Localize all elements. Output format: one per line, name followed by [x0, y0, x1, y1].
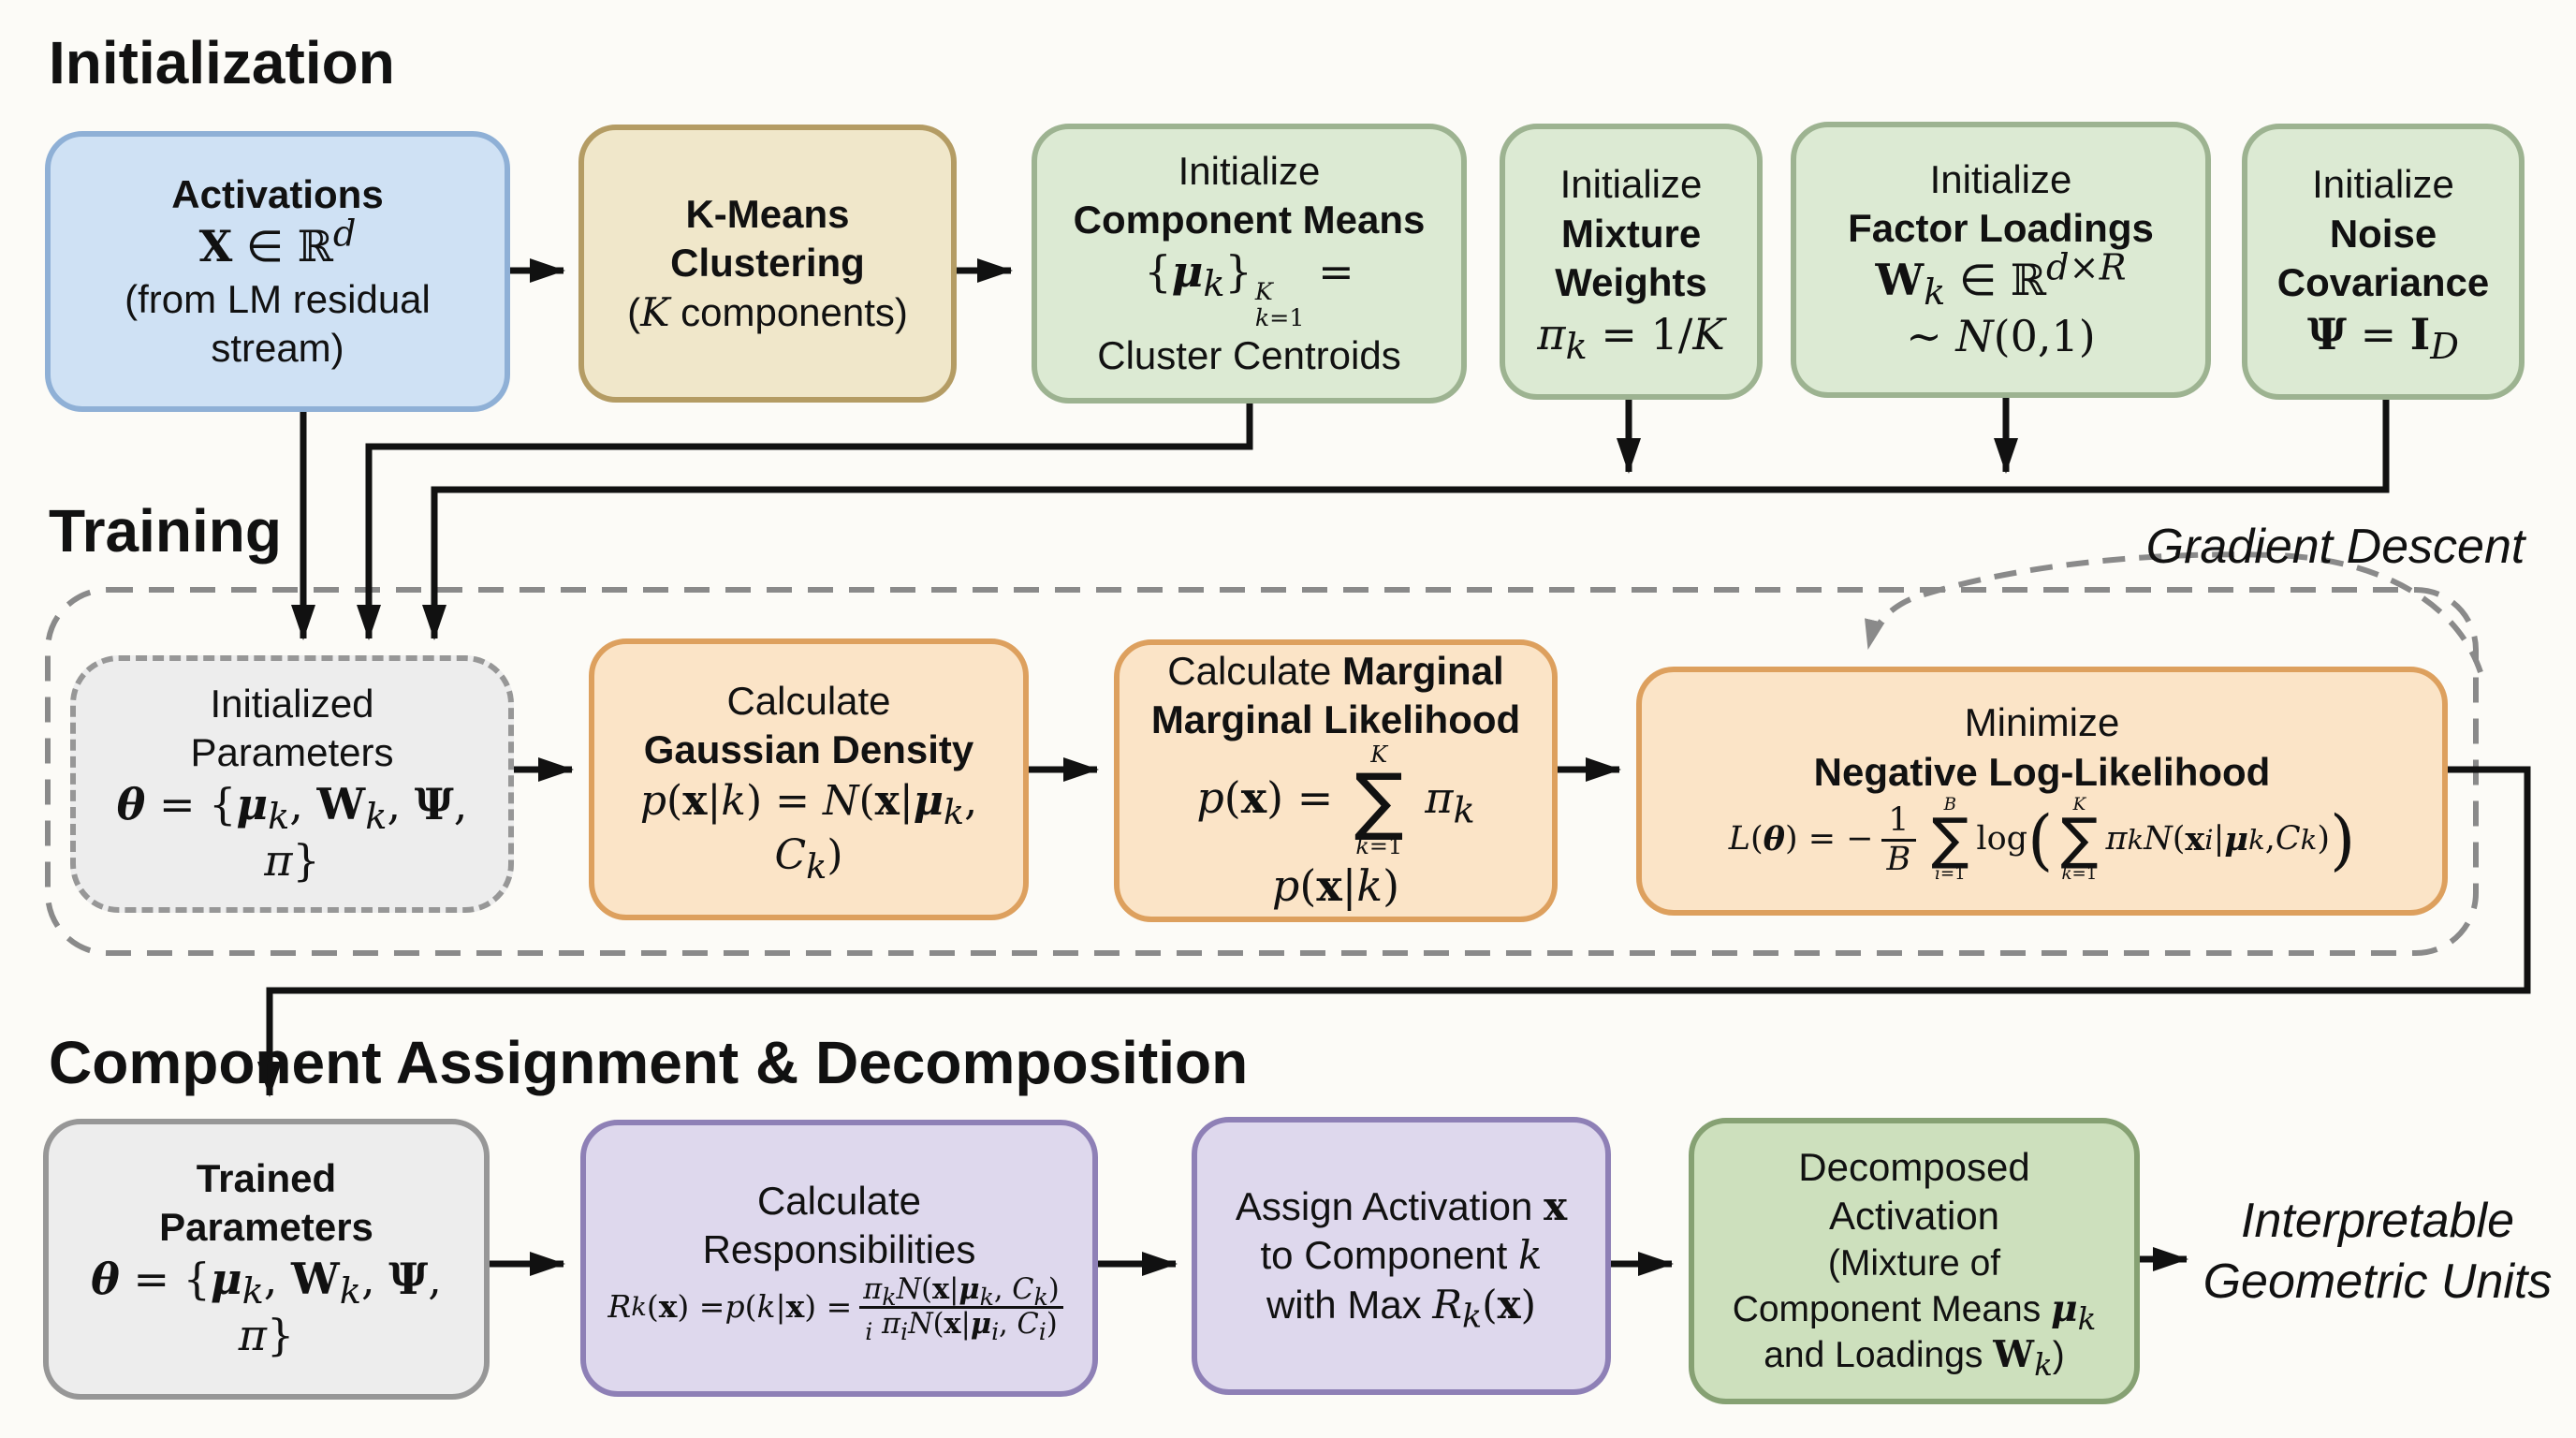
box-line: Activations	[171, 171, 384, 216]
kmeans-box: K-Means Clustering (K components)	[578, 125, 957, 403]
box-line: with Max Rk(x)	[1266, 1281, 1537, 1335]
box-line: θ = {μk, Wk, Ψ, π}	[116, 778, 468, 886]
box-line: Initialized	[210, 681, 374, 726]
box-line: Responsibilities	[702, 1227, 976, 1272]
box-line: Gaussian Density	[643, 727, 974, 772]
box-line: Initialize	[2312, 162, 2454, 207]
assign-activation-box: Assign Activation x to Component k with Ma…	[1192, 1117, 1611, 1395]
box-line: X ∈ ℝd	[198, 213, 357, 272]
box-line: Parameters	[190, 729, 394, 774]
box-line: Ψ = ID	[2306, 308, 2460, 368]
box-line: p(x) = K ∑ k=1 πk p(x|k)	[1196, 741, 1475, 912]
arrow-noisecov-elbow	[422, 400, 2390, 640]
decomposed-activation-box: Decomposed Activation (Mixture of Component…	[1689, 1118, 2140, 1404]
box-line: Noise	[2329, 211, 2437, 256]
box-line: stream)	[211, 325, 344, 370]
box-line: K-Means	[685, 192, 850, 237]
box-line: Geometric Units	[2203, 1255, 2553, 1309]
init-mixture-weights-box: Initialize Mixture Weights πk = 1/K	[1500, 124, 1763, 400]
box-line: to Component k	[1260, 1232, 1543, 1279]
initialized-parameters-box: Initialized Parameters θ = {μk, Wk, Ψ, π}	[70, 655, 514, 913]
arrow-compmeans-elbow	[357, 404, 1253, 640]
box-line: Minimize	[1964, 700, 2120, 745]
box-line: Covariance	[2276, 259, 2490, 304]
box-line: πk = 1/K	[1537, 308, 1725, 368]
box-line: Activation	[1828, 1194, 2000, 1239]
trained-parameters-box: Trained Parameters θ = {μk, Wk, Ψ, π}	[43, 1119, 490, 1400]
arrow-minimize-loopback	[257, 766, 2531, 1097]
section-title-assignment: Component Assignment & Decomposition	[49, 1029, 1249, 1096]
box-line: Negative Log-Likelihood	[1813, 749, 2271, 794]
box-line: Mixture	[1560, 211, 1702, 256]
box-line: Parameters	[159, 1205, 373, 1250]
box-line: Wk ∈ ℝd×R	[1875, 246, 2127, 314]
section-title-training: Training	[49, 497, 282, 565]
box-line: ∼ N(0,1)	[1906, 310, 2096, 361]
box-line: Weights	[1555, 259, 1707, 304]
box-line: (K components)	[627, 288, 908, 335]
minimize-nll-box: Minimize Negative Log-Likelihood L(θ) = −1…	[1636, 667, 2448, 916]
gradient-descent-label: Gradient Descent	[2145, 520, 2525, 574]
box-line: Calculate	[756, 1179, 922, 1224]
box-line: θ = {μk, Wk, Ψ, π}	[91, 1254, 442, 1361]
section-title-initialization: Initialization	[49, 29, 395, 96]
box-line: Initialize	[1929, 156, 2072, 201]
activations-box: Activations X ∈ ℝd (from LM residual stream…	[45, 131, 510, 412]
box-line: Assign Activation x	[1235, 1183, 1568, 1230]
box-line: (Mixture of	[1827, 1242, 2001, 1284]
box-line: Factor Loadings	[1848, 205, 2154, 250]
box-line: Component Means	[1073, 197, 1426, 242]
box-line: and Loadings Wk)	[1764, 1333, 2065, 1384]
gradient-descent-arrow	[1865, 551, 2483, 673]
box-line: Marginal Likelihood	[1150, 697, 1521, 742]
box-line: Component Means μk	[1732, 1286, 2097, 1337]
gaussian-density-box: Calculate Gaussian Density p(x|k) = N(x|μk…	[589, 638, 1029, 920]
output-label: Interpretable Geometric Units	[2181, 1191, 2574, 1313]
init-factor-loadings-box: Initialize Factor Loadings Wk ∈ ℝd×R ∼ N(0,…	[1791, 122, 2211, 398]
init-noise-covariance-box: Initialize Noise Covariance Ψ = ID	[2242, 124, 2525, 400]
box-line: Calculate Marginal	[1167, 648, 1504, 693]
box-line: Trained	[196, 1156, 337, 1201]
box-line: Initialize	[1559, 162, 1703, 207]
box-line: (from LM residual	[124, 276, 431, 321]
box-line: Decomposed	[1798, 1145, 2030, 1190]
box-line: Cluster Centroids	[1097, 333, 1401, 378]
marginal-likelihood-box: Calculate Marginal Marginal Likelihood p(x…	[1114, 639, 1558, 922]
box-line: Initialize	[1178, 148, 1321, 193]
box-line: Interpretable	[2241, 1194, 2514, 1248]
box-line: Clustering	[670, 241, 865, 286]
box-line: p(x|k) = N(x|μk, Ck)	[639, 777, 978, 887]
box-line: Calculate	[726, 679, 891, 724]
